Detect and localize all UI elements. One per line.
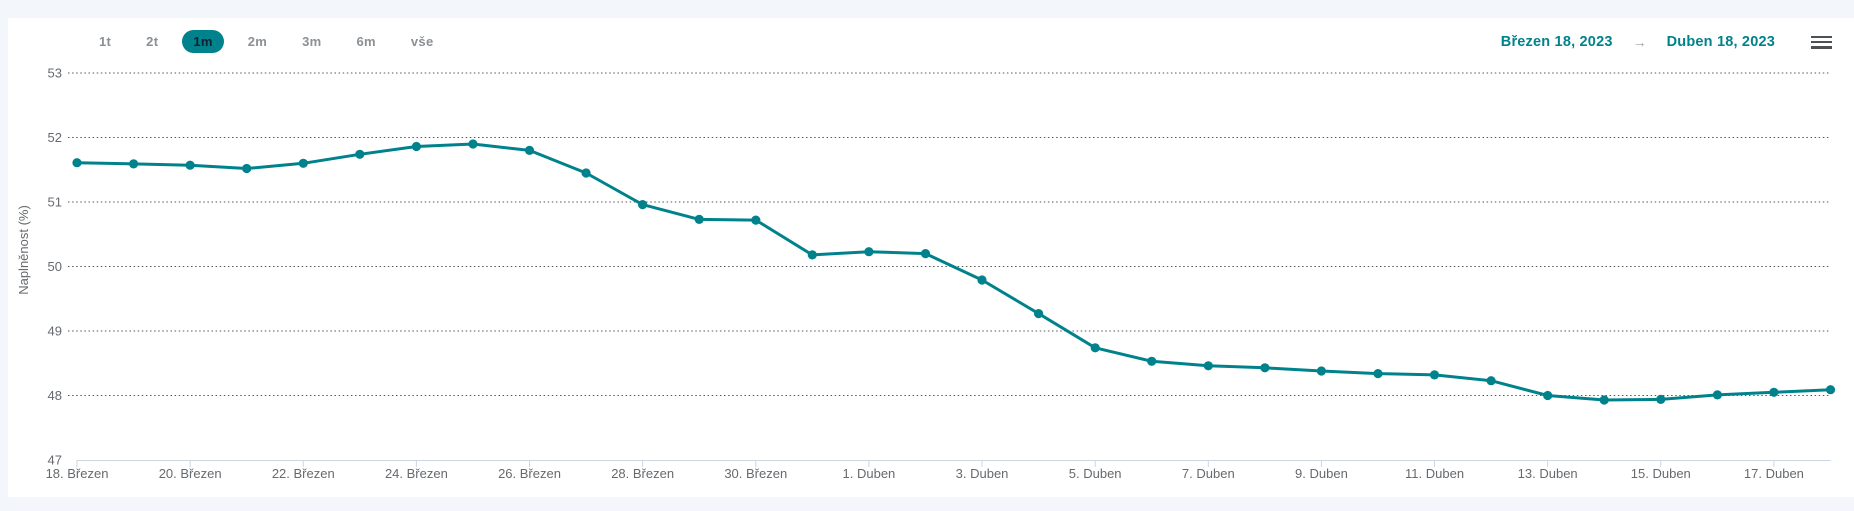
- data-point-marker[interactable]: [411, 141, 421, 152]
- data-point-marker[interactable]: [1090, 343, 1100, 353]
- range-selector: 1t 2t 1m 2m 3m 6m vše: [88, 30, 445, 53]
- data-point-marker[interactable]: [807, 250, 817, 260]
- data-point-marker[interactable]: [72, 158, 82, 168]
- data-point-marker[interactable]: [1486, 376, 1496, 386]
- x-axis-label: 26. Březen: [498, 466, 561, 481]
- y-axis-label: 52: [48, 130, 62, 145]
- data-point-marker[interactable]: [694, 214, 704, 224]
- y-axis-label: 53: [48, 66, 62, 81]
- hamburger-menu-icon[interactable]: [1811, 35, 1832, 49]
- data-point-marker[interactable]: [1034, 309, 1044, 319]
- x-axis-label: 20. Březen: [159, 466, 222, 481]
- data-point-marker[interactable]: [1543, 390, 1553, 401]
- data-point-marker[interactable]: [185, 160, 195, 170]
- data-point-marker[interactable]: [1429, 370, 1440, 380]
- date-to-input[interactable]: Duben 18, 2023: [1666, 34, 1775, 50]
- x-axis-label: 5. Duben: [1069, 466, 1122, 481]
- data-point-marker[interactable]: [1147, 356, 1157, 366]
- x-axis-label: 7. Duben: [1182, 466, 1235, 481]
- data-point-marker[interactable]: [298, 158, 308, 168]
- date-from-input[interactable]: Březen 18, 2023: [1500, 34, 1613, 50]
- y-axis-label: 47: [48, 453, 62, 468]
- data-point-marker[interactable]: [1656, 394, 1666, 404]
- x-axis-label: 11. Duben: [1405, 466, 1464, 481]
- x-axis-label: 28. Březen: [611, 466, 674, 481]
- data-point-marker[interactable]: [1599, 395, 1609, 405]
- x-axis-label: 9. Duben: [1295, 466, 1348, 481]
- x-axis-label: 24. Březen: [385, 466, 448, 481]
- x-axis-label: 1. Duben: [843, 466, 896, 481]
- y-axis-label: 50: [48, 259, 62, 274]
- data-point-marker[interactable]: [977, 275, 987, 285]
- data-point-marker[interactable]: [864, 247, 874, 257]
- x-axis-label: 13. Duben: [1518, 466, 1578, 481]
- data-point-marker[interactable]: [1203, 361, 1213, 371]
- range-button-1m[interactable]: 1m: [182, 30, 224, 53]
- data-point-marker[interactable]: [1373, 369, 1383, 379]
- data-point-marker[interactable]: [129, 159, 139, 169]
- series-line: [75, 142, 1832, 402]
- data-point-marker[interactable]: [1825, 385, 1836, 395]
- range-button-2m[interactable]: 2m: [247, 34, 268, 49]
- data-point-marker[interactable]: [751, 215, 761, 225]
- data-point-marker[interactable]: [1316, 366, 1326, 376]
- range-button-vše[interactable]: vše: [410, 34, 434, 49]
- data-point-marker[interactable]: [468, 139, 478, 149]
- y-axis-title: Naplněnost (%): [16, 205, 31, 295]
- data-point-marker[interactable]: [920, 249, 931, 259]
- data-point-marker[interactable]: [355, 149, 365, 159]
- x-axis-label: 22. Březen: [272, 466, 335, 481]
- range-button-2t[interactable]: 2t: [146, 34, 159, 49]
- range-button-3m[interactable]: 3m: [302, 34, 322, 49]
- data-point-marker[interactable]: [581, 168, 591, 178]
- data-point-marker[interactable]: [1260, 363, 1270, 373]
- x-axis-label: 30. Březen: [724, 466, 787, 481]
- date-range-selector: Březen 18, 2023 → Duben 18, 2023: [1501, 34, 1832, 50]
- range-button-6m[interactable]: 6m: [356, 34, 376, 49]
- data-point-marker[interactable]: [524, 145, 535, 155]
- x-axis-label: 15. Duben: [1631, 466, 1691, 481]
- date-range-arrow-icon: →: [1632, 34, 1647, 50]
- data-point-marker[interactable]: [1769, 387, 1779, 397]
- x-axis-label: 3. Duben: [956, 466, 1009, 481]
- data-point-marker[interactable]: [1712, 390, 1722, 400]
- y-axis-label: 48: [48, 388, 62, 403]
- range-button-1t[interactable]: 1t: [99, 34, 112, 49]
- data-point-marker[interactable]: [638, 200, 648, 210]
- x-axis-label: 17. Duben: [1744, 466, 1804, 481]
- x-axis-label: 18. Březen: [46, 466, 109, 481]
- y-axis-label: 49: [48, 324, 62, 339]
- y-axis-label: 51: [48, 195, 62, 210]
- data-point-marker[interactable]: [242, 163, 252, 174]
